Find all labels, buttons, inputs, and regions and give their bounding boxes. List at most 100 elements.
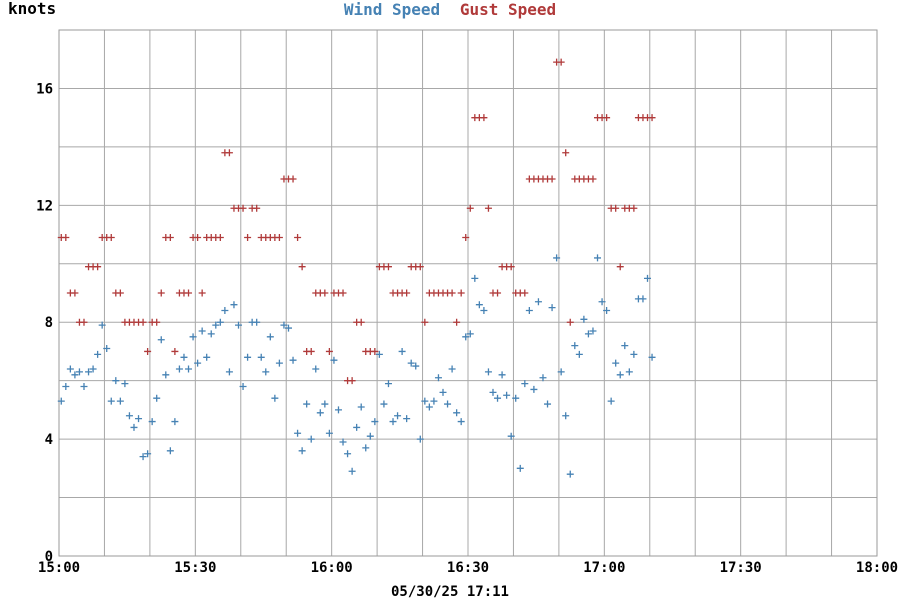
gust-speed-point (275, 233, 283, 241)
gust-speed-point (466, 204, 474, 212)
wind-speed-point (271, 394, 279, 402)
wind-speed-point (403, 415, 411, 423)
wind-speed-point (616, 371, 624, 379)
wind-speed-point (389, 418, 397, 426)
gust-speed-point (194, 233, 202, 241)
gust-speed-point (153, 318, 161, 326)
wind-speed-point (289, 356, 297, 364)
wind-speed-point (466, 330, 474, 338)
wind-speed-point (357, 403, 365, 411)
wind-speed-point (475, 301, 483, 309)
wind-speed-point (194, 359, 202, 367)
wind-speed-point (598, 298, 606, 306)
x-tick-label: 17:30 (720, 560, 762, 576)
wind-speed-point (198, 327, 206, 335)
gust-speed-point (521, 289, 529, 297)
x-tick-label: 16:00 (311, 560, 353, 576)
wind-speed-point (298, 447, 306, 455)
wind-speed-point (384, 380, 392, 388)
gust-speed-point (239, 204, 247, 212)
gust-speed-point (494, 289, 502, 297)
wind-speed-point (625, 368, 633, 376)
wind-speed-point (139, 453, 147, 461)
wind-speed-point (571, 342, 579, 350)
wind-speed-point (230, 301, 238, 309)
y-tick-label: 4 (45, 432, 53, 448)
gust-speed-point (198, 289, 206, 297)
wind-speed-point (112, 377, 120, 385)
gust-speed-point (603, 114, 611, 122)
wind-speed-point (530, 385, 538, 393)
wind-speed-point (548, 304, 556, 312)
wind-speed-point (539, 374, 547, 382)
wind-speed-point (444, 400, 452, 408)
wind-speed-point (607, 397, 615, 405)
wind-speed-point (107, 397, 115, 405)
wind-speed-point (321, 400, 329, 408)
wind-speed-point (212, 321, 220, 329)
gust-speed-point (357, 318, 365, 326)
wind-speed-point (62, 383, 70, 391)
wind-speed-point (98, 321, 106, 329)
series-wind-speed (57, 254, 656, 478)
gust-speed-point (71, 289, 79, 297)
wind-speed-point (394, 412, 402, 420)
gust-speed-point (139, 318, 147, 326)
wind-speed-point (135, 415, 143, 423)
wind-speed-point (330, 356, 338, 364)
gust-speed-point (484, 204, 492, 212)
wind-speed-point (544, 400, 552, 408)
gust-speed-point (557, 58, 565, 66)
wind-speed-point (407, 359, 415, 367)
wind-speed-point (348, 467, 356, 475)
wind-speed-point (603, 307, 611, 315)
gust-speed-point (289, 175, 297, 183)
wind-speed-point (275, 359, 283, 367)
wind-speed-point (257, 353, 265, 361)
wind-speed-point (244, 353, 252, 361)
gust-speed-point (348, 377, 356, 385)
wind-speed-point (185, 365, 193, 373)
wind-speed-point (366, 432, 374, 440)
gust-speed-point (185, 289, 193, 297)
gust-speed-point (462, 233, 470, 241)
gust-speed-point (562, 149, 570, 157)
wind-speed-point (225, 368, 233, 376)
wind-speed-point (630, 350, 638, 358)
wind-speed-point (253, 318, 261, 326)
wind-speed-point (162, 371, 170, 379)
wind-speed-point (221, 307, 229, 315)
wind-speed-point (71, 371, 79, 379)
wind-speed-point (280, 321, 288, 329)
gust-speed-point (244, 233, 252, 241)
wind-speed-point (507, 432, 515, 440)
gust-speed-point (453, 318, 461, 326)
wind-speed-point (94, 350, 102, 358)
gust-speed-point (566, 318, 574, 326)
x-tick-label: 18:00 (856, 560, 898, 576)
y-tick-label: 0 (45, 549, 53, 565)
wind-speed-point (339, 438, 347, 446)
gust-speed-point (166, 233, 174, 241)
wind-speed-point (144, 450, 152, 458)
wind-speed-point (489, 388, 497, 396)
wind-speed-point (203, 353, 211, 361)
x-axis-ticks: 15:00 15:30 16:00 16:30 17:00 17:30 18:00 (38, 560, 898, 576)
wind-speed-point (575, 350, 583, 358)
gust-speed-point (216, 233, 224, 241)
wind-speed-point (207, 330, 215, 338)
gust-speed-point (507, 263, 515, 271)
wind-speed-point (425, 403, 433, 411)
wind-speed-point (312, 365, 320, 373)
wind-speed-point (235, 321, 243, 329)
wind-speed-point (325, 429, 333, 437)
chart-title: Wind Speed Gust Speed (344, 0, 556, 19)
wind-speed-point (80, 383, 88, 391)
gust-speed-point (630, 204, 638, 212)
gust-speed-point (80, 318, 88, 326)
wind-speed-point (175, 365, 183, 373)
wind-speed-point (85, 368, 93, 376)
gust-speed-point (144, 347, 152, 355)
wind-speed-point (594, 254, 602, 262)
